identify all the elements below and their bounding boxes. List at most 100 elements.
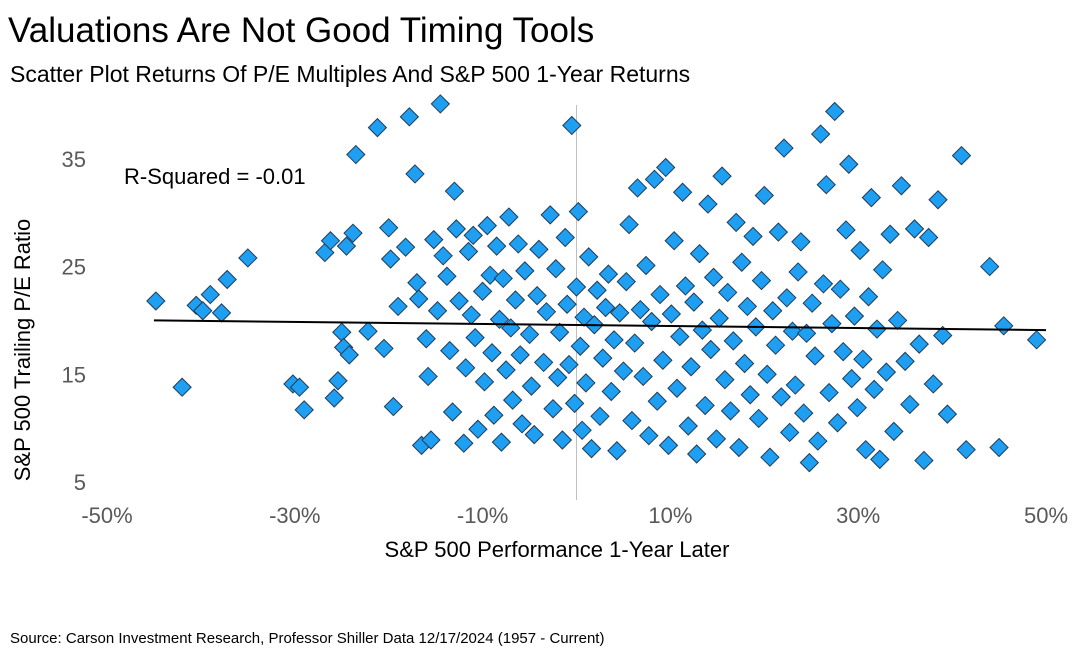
- scatter-point: [564, 393, 585, 414]
- scatter-point: [692, 320, 713, 340]
- scatter-point: [480, 265, 500, 285]
- scatter-point: [872, 260, 893, 280]
- scatter-point: [695, 395, 715, 416]
- scatter-point: [549, 322, 570, 342]
- y-tick-label: 35: [62, 147, 86, 172]
- scatter-point: [463, 225, 483, 246]
- scatter-point: [698, 194, 718, 214]
- scatter-point: [446, 219, 467, 239]
- scatter-point: [491, 432, 512, 452]
- scatter-point: [933, 325, 953, 346]
- scatter-point: [650, 284, 670, 305]
- scatter-point: [472, 281, 493, 302]
- scatter-point: [667, 378, 687, 398]
- scatter-point: [536, 302, 557, 322]
- scatter-point: [616, 271, 636, 292]
- scatter-point: [510, 345, 530, 365]
- scatter-point: [740, 385, 760, 405]
- scatter-point: [496, 360, 516, 380]
- r-squared-annotation: R-Squared = -0.01: [124, 164, 306, 189]
- scatter-point: [951, 145, 972, 166]
- scatter-point: [956, 439, 976, 460]
- scatter-point: [405, 164, 425, 184]
- scatter-point: [604, 330, 624, 350]
- scatter-point: [717, 282, 738, 303]
- scatter-point: [484, 405, 504, 425]
- scatter-point: [653, 350, 673, 370]
- scatter-point: [796, 323, 817, 344]
- scatter-point: [858, 287, 879, 307]
- scatter-point: [989, 437, 1009, 458]
- scatter-point: [572, 420, 592, 441]
- scatter-point: [211, 303, 232, 323]
- scatter-point: [543, 399, 563, 419]
- scatter-point: [658, 435, 679, 456]
- scatter-point: [979, 256, 1000, 277]
- y-tick-label: 25: [62, 255, 86, 280]
- scatter-point: [839, 154, 859, 174]
- scatter-point: [527, 285, 547, 306]
- scatter-point: [918, 227, 939, 248]
- scatter-point: [712, 166, 732, 186]
- scatter-point: [449, 291, 469, 311]
- scatter-point: [715, 369, 735, 390]
- scatter-point: [686, 444, 707, 464]
- scatter-point: [1026, 330, 1047, 350]
- scatter-point: [474, 372, 495, 392]
- scatter-point: [568, 201, 589, 222]
- scatter-point: [782, 321, 803, 341]
- scatter-point: [734, 353, 755, 374]
- scatter-point: [729, 437, 749, 458]
- scatter-point: [533, 352, 554, 373]
- scatter-point: [853, 349, 873, 369]
- scatter-point: [788, 262, 808, 282]
- scatter-point: [850, 240, 870, 261]
- x-axis-title: S&P 500 Performance 1-Year Later: [385, 537, 730, 562]
- scatter-point: [808, 431, 828, 451]
- scatter-point: [802, 293, 822, 313]
- scatter-point: [768, 222, 789, 242]
- scatter-point: [706, 429, 727, 449]
- scatter-point: [791, 232, 811, 252]
- scatter-point: [289, 377, 310, 397]
- scatter-point: [822, 313, 842, 334]
- y-axis-title: S&P 500 Trailing P/E Ratio: [10, 219, 35, 482]
- scatter-point: [388, 296, 408, 317]
- scatter-point: [630, 299, 651, 320]
- source-note: Source: Carson Investment Research, Prof…: [10, 630, 605, 647]
- scatter-point: [689, 243, 710, 264]
- scatter-point: [546, 259, 566, 279]
- scatter-point: [336, 236, 357, 256]
- scatter-point: [238, 248, 258, 268]
- scatter-point: [994, 316, 1014, 336]
- scatter-point: [914, 450, 934, 471]
- scatter-point: [444, 181, 465, 201]
- scatter-point: [825, 101, 845, 122]
- scatter-point: [512, 414, 532, 434]
- scatter-point: [827, 413, 848, 433]
- scatter-point: [515, 261, 535, 281]
- scatter-point: [841, 368, 862, 389]
- scatter-point: [672, 182, 693, 202]
- scatter-point: [524, 424, 544, 445]
- x-tick-label: -30%: [269, 503, 320, 528]
- scatter-point: [552, 430, 573, 450]
- x-tick-label: 10%: [648, 503, 692, 528]
- scatter-point: [559, 354, 579, 375]
- scatter-point: [395, 237, 416, 257]
- scatter-point: [661, 304, 682, 324]
- scatter-point: [407, 273, 427, 293]
- scatter-point: [765, 335, 786, 355]
- scatter-point: [622, 410, 642, 431]
- scatter-point: [555, 227, 575, 248]
- scatter-point: [332, 322, 352, 342]
- scatter-point: [581, 438, 602, 459]
- scatter-point: [430, 94, 451, 114]
- scatter-point: [876, 362, 897, 382]
- scatter-point: [343, 223, 363, 243]
- scatter-point: [458, 241, 479, 262]
- scatter-point: [737, 296, 758, 317]
- scatter-point: [856, 439, 876, 460]
- scatter-point: [675, 276, 696, 296]
